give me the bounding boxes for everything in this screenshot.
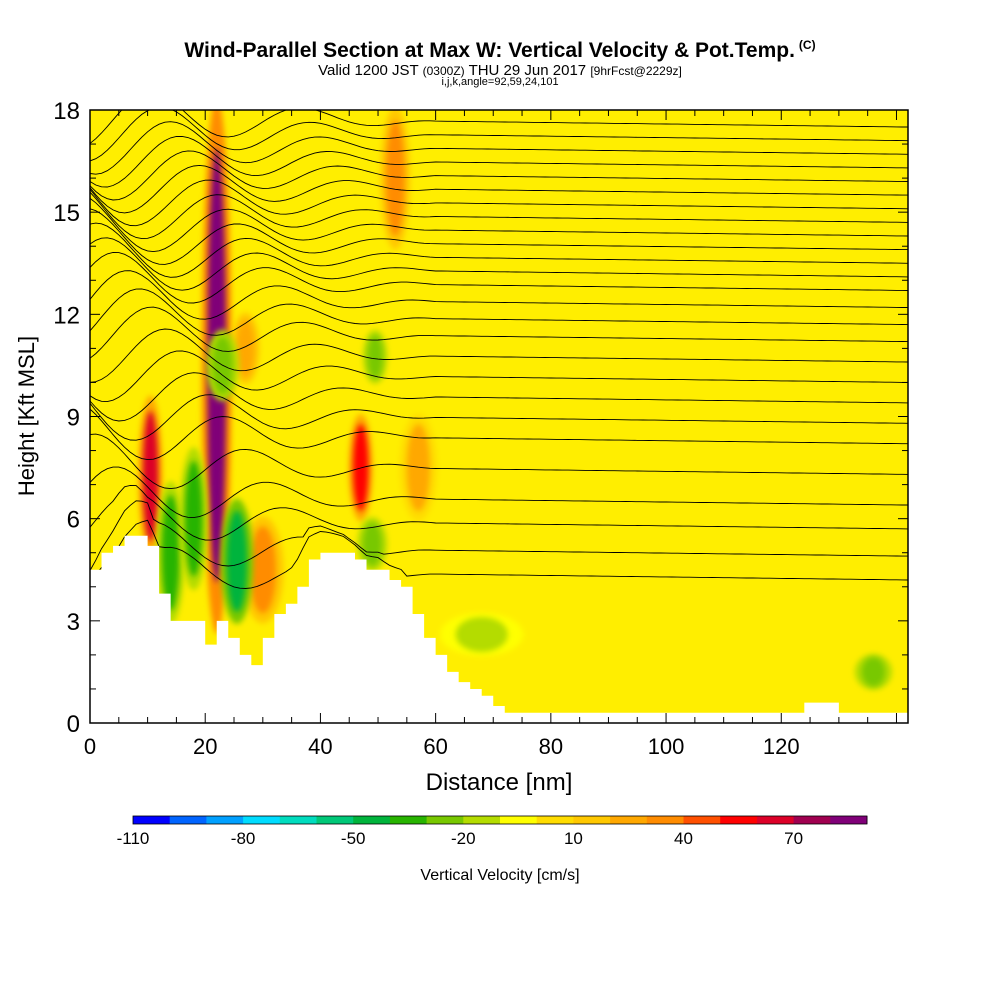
colorbar-swatch xyxy=(830,816,868,824)
theta-contour xyxy=(90,350,908,403)
colorbar-swatch xyxy=(646,816,684,824)
theta-contour xyxy=(90,135,908,188)
downdraft-cell xyxy=(184,460,203,577)
theta-contour xyxy=(90,372,908,422)
x-axis-label: Distance [nm] xyxy=(426,769,573,796)
theta-contour xyxy=(90,179,908,227)
x-tick-label: 120 xyxy=(763,734,800,759)
theta-contour xyxy=(90,394,908,441)
theta-contour xyxy=(90,222,908,278)
plot-area xyxy=(90,110,908,723)
colorbar-swatch xyxy=(133,816,171,824)
colorbar-swatch xyxy=(279,816,317,824)
theta-contour xyxy=(90,237,908,291)
colorbar: -110 -80 -50 -20 10 40 70 xyxy=(117,815,868,848)
chart-subtitle: Valid 1200 JST (0300Z) THU 29 Jun 2017 [… xyxy=(0,62,1000,79)
colorbar-swatch xyxy=(353,816,391,824)
subtitle-valid: Valid 1200 JST xyxy=(318,62,419,79)
x-tick-label: 0 xyxy=(84,734,96,759)
y-tick-label: 3 xyxy=(67,609,80,636)
theta-contour xyxy=(90,110,908,162)
theta-contour xyxy=(90,519,908,589)
downdraft-cell xyxy=(226,510,248,612)
y-tick-label: 6 xyxy=(67,507,80,534)
theta-contour xyxy=(90,110,908,144)
theta-contour xyxy=(90,121,908,175)
y-tick-label: 15 xyxy=(53,200,80,227)
colorbar-tick-label: 70 xyxy=(784,829,803,848)
subtitle-date: THU 29 Jun 2017 xyxy=(468,62,587,79)
colorbar-swatch xyxy=(316,816,354,824)
theta-contour xyxy=(90,198,908,253)
theta-contour xyxy=(90,270,908,320)
chart-title: Wind-Parallel Section at Max W: Vertical… xyxy=(0,38,1000,63)
colorbar-swatch xyxy=(169,816,207,824)
colorbar-swatch xyxy=(573,816,611,824)
colorbar-swatch xyxy=(206,816,244,824)
colorbar-swatch xyxy=(426,816,464,824)
subtitle-utc: (0300Z) xyxy=(422,64,465,78)
chart-title-text: Wind-Parallel Section at Max W: Vertical… xyxy=(184,39,795,62)
updraft-cell xyxy=(385,120,405,237)
y-axis: 0 3 6 9 12 15 18 xyxy=(53,98,908,738)
colorbar-tick-label: 40 xyxy=(674,829,693,848)
colorbar-tick-label: -80 xyxy=(231,829,256,848)
updraft-cell xyxy=(142,410,159,542)
updraft-cell xyxy=(249,526,276,614)
colorbar-tick-label: -110 xyxy=(117,829,150,848)
y-tick-label: 12 xyxy=(53,302,80,329)
x-tick-label: 20 xyxy=(193,734,217,759)
theta-contour xyxy=(90,288,908,336)
colorbar-swatch xyxy=(500,816,538,824)
y-tick-label: 0 xyxy=(67,711,80,738)
terrain xyxy=(90,535,908,723)
downdraft-cell xyxy=(455,617,508,652)
colorbar-frame xyxy=(132,815,868,825)
colorbar-swatch xyxy=(756,816,795,824)
colorbar-tick-label: -50 xyxy=(341,829,366,848)
x-tick-label: 40 xyxy=(308,734,332,759)
y-tick-label: 18 xyxy=(53,98,80,125)
colorbar-swatch xyxy=(389,816,428,824)
y-tick-label: 9 xyxy=(67,405,80,432)
x-axis: 0 20 40 60 80 100 120 xyxy=(84,110,897,759)
x-tick-label: 100 xyxy=(648,734,685,759)
colorbar-swatch xyxy=(683,816,721,824)
theta-contour xyxy=(90,191,908,240)
x-tick-label: 80 xyxy=(539,734,563,759)
theta-contour xyxy=(90,484,908,541)
x-tick-label: 60 xyxy=(423,734,447,759)
colorbar-tick-label: -20 xyxy=(451,829,476,848)
theta-contour xyxy=(90,328,908,383)
velocity-field xyxy=(138,110,893,690)
theta-contours xyxy=(90,110,908,589)
subtitle-forecast: [9hrFcst@2229z] xyxy=(590,64,682,78)
theta-contour xyxy=(90,433,908,490)
colorbar-tick-label: 10 xyxy=(564,829,583,848)
theta-contour xyxy=(90,251,908,304)
colorbar-swatch xyxy=(243,816,281,824)
downdraft-cell xyxy=(367,335,383,379)
colorbar-label: Vertical Velocity [cm/s] xyxy=(420,867,579,884)
updraft-cell xyxy=(236,319,255,378)
theta-contour xyxy=(90,164,908,214)
theta-contour xyxy=(90,408,908,461)
colorbar-swatch xyxy=(536,816,574,824)
downdraft-cell xyxy=(362,522,382,566)
downdraft-cell xyxy=(861,657,886,687)
theta-contour xyxy=(90,306,908,359)
copyright-mark: (C) xyxy=(798,38,816,52)
theta-contour xyxy=(90,466,908,519)
params-line: i,j,k,angle=92,59,24,101 xyxy=(441,76,559,88)
y-axis-label: Height [Kft MSL] xyxy=(14,336,39,496)
theta-contour xyxy=(90,208,908,265)
colorbar-swatch xyxy=(720,816,758,824)
theta-contour xyxy=(90,150,908,201)
colorbar-swatch xyxy=(610,816,648,824)
colorbar-swatch xyxy=(463,816,501,824)
theta-contour xyxy=(90,500,908,571)
downdraft-cell xyxy=(161,494,180,611)
colorbar-swatch xyxy=(793,816,831,824)
